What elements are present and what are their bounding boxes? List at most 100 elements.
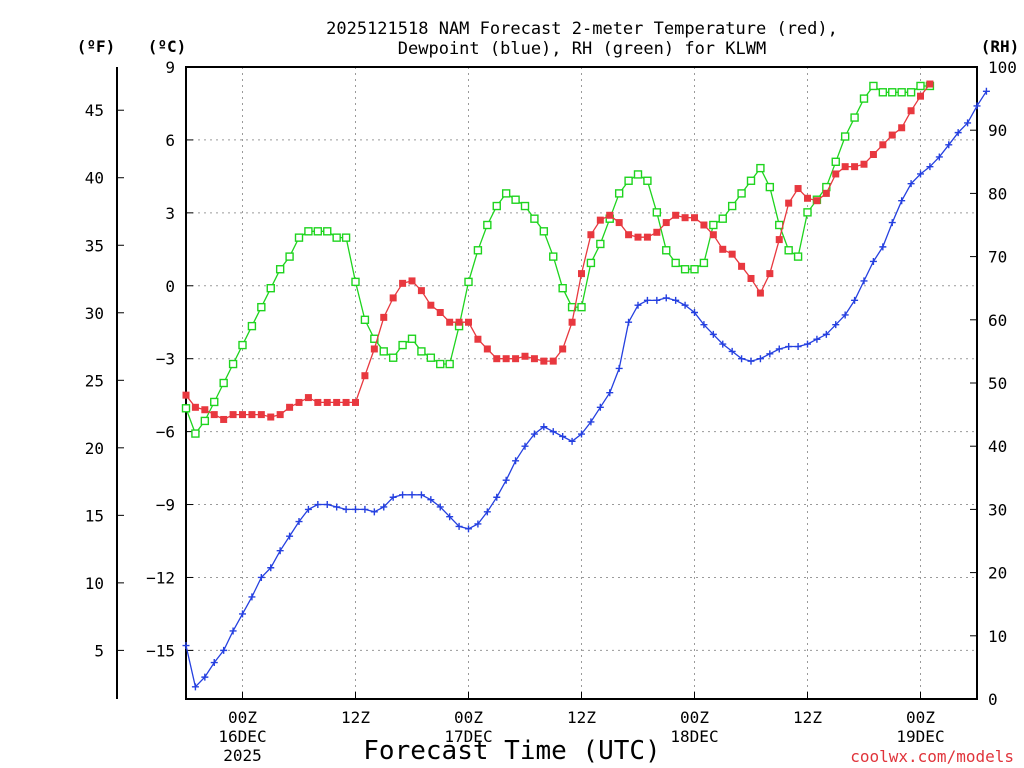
dewpoint-point	[775, 345, 783, 353]
temperature-point	[182, 391, 190, 399]
rh-point	[492, 201, 501, 211]
temperature-point	[474, 335, 482, 343]
dewpoint-point	[982, 87, 990, 95]
rh-series	[181, 81, 935, 438]
rh-point	[313, 227, 323, 236]
rh-point	[888, 88, 897, 97]
temperature-point	[643, 233, 651, 241]
temperature-point	[832, 170, 840, 178]
temperature-point	[257, 411, 265, 419]
rh-point	[558, 284, 567, 293]
rh-point	[426, 353, 436, 362]
temperature-point	[747, 274, 755, 282]
dewpoint-point	[879, 243, 887, 251]
temperature-point	[860, 160, 868, 168]
temperature-point	[229, 411, 237, 419]
rh-point	[398, 340, 407, 350]
rh-point	[388, 353, 398, 362]
rh-point	[323, 227, 332, 236]
dewpoint-point	[248, 593, 256, 601]
dewpoint-point	[427, 496, 435, 504]
rh-tick-label: 20	[988, 564, 1007, 583]
x-tick-label: 00Z	[228, 708, 257, 727]
temperature-point	[634, 233, 642, 241]
rh-point	[859, 94, 869, 103]
rh-point	[181, 404, 191, 413]
rh-point	[756, 163, 765, 173]
temperature-point	[530, 355, 538, 363]
dewpoint-point	[587, 418, 595, 426]
temperature-point	[455, 318, 463, 326]
temperature-point	[521, 352, 529, 360]
temperature-point	[568, 318, 576, 326]
rh-tick-label: 100	[988, 58, 1017, 77]
rh-point	[464, 277, 473, 287]
dewpoint-point	[286, 532, 294, 540]
chart-title: 2025121518 NAM Forecast 2-meter Temperat…	[326, 19, 838, 59]
rh-point	[624, 176, 633, 185]
dewpoint-point	[229, 627, 237, 635]
rh-tick-label: 70	[988, 248, 1007, 267]
fahrenheit-tick-label: 25	[85, 371, 104, 390]
dewpoint-point	[191, 683, 199, 691]
tick-labels: 9630−3−6−9−12−15454035302520151051009080…	[85, 58, 1017, 765]
rh-point	[614, 189, 624, 198]
rh-point	[332, 233, 341, 242]
rh-line	[185, 85, 930, 435]
rh-point	[850, 113, 859, 122]
dewpoint-point	[596, 403, 604, 411]
dewpoint-point	[917, 170, 924, 178]
rh-point	[501, 189, 511, 198]
rh-tick-label: 30	[988, 500, 1007, 519]
dewpoint-point	[530, 430, 538, 438]
temperature-point	[220, 415, 228, 423]
dewpoint-point	[455, 522, 463, 530]
rh-point	[549, 252, 558, 261]
rh-point	[483, 220, 492, 230]
rh-point	[680, 265, 690, 274]
temperature-point	[578, 270, 585, 278]
temperature-point	[201, 406, 209, 414]
temperature-point	[615, 219, 623, 227]
dewpoint-point	[719, 340, 727, 348]
dewpoint-point	[314, 501, 322, 509]
dewpoint-point	[295, 518, 303, 526]
dewpoint-point	[973, 102, 981, 110]
fahrenheit-tick-label: 40	[85, 169, 104, 188]
fahrenheit-tick-label: 35	[85, 236, 104, 255]
rh-tick-label: 80	[988, 184, 1007, 203]
rh-point	[897, 88, 906, 97]
rh-point	[219, 378, 228, 388]
rh-tick-label: 10	[988, 627, 1007, 646]
temperature-point	[606, 211, 614, 219]
temperature-point	[427, 301, 435, 309]
temperature-point	[691, 214, 698, 222]
dewpoint-point	[756, 355, 764, 363]
plot-frame	[185, 66, 978, 700]
temperature-point	[446, 318, 454, 326]
rh-point	[341, 233, 351, 242]
temperature-point	[681, 214, 689, 222]
dewpoint-point	[634, 301, 642, 309]
temperature-point	[361, 372, 369, 380]
celsius-tick-label: 6	[165, 131, 175, 150]
dewpoint-point	[304, 505, 312, 513]
dewpoint-point	[483, 508, 491, 516]
rh-point	[652, 208, 662, 217]
fahrenheit-tick-label: 20	[85, 439, 104, 458]
celsius-unit-label: (ºC)	[148, 37, 187, 56]
temperature-point	[898, 124, 906, 132]
rh-point	[643, 176, 652, 185]
dewpoint-point	[728, 347, 736, 355]
dewpoint-line	[185, 90, 987, 689]
fahrenheit-tick-label: 45	[85, 101, 104, 120]
dewpoint-point	[201, 673, 209, 681]
dewpoint-point	[935, 153, 943, 161]
rh-point	[727, 201, 737, 211]
rh-point	[878, 88, 888, 97]
temperature-point	[625, 231, 633, 239]
temperature-point	[493, 355, 501, 363]
temperature-point	[512, 355, 520, 363]
rh-point	[417, 347, 426, 356]
rh-point	[228, 359, 238, 369]
